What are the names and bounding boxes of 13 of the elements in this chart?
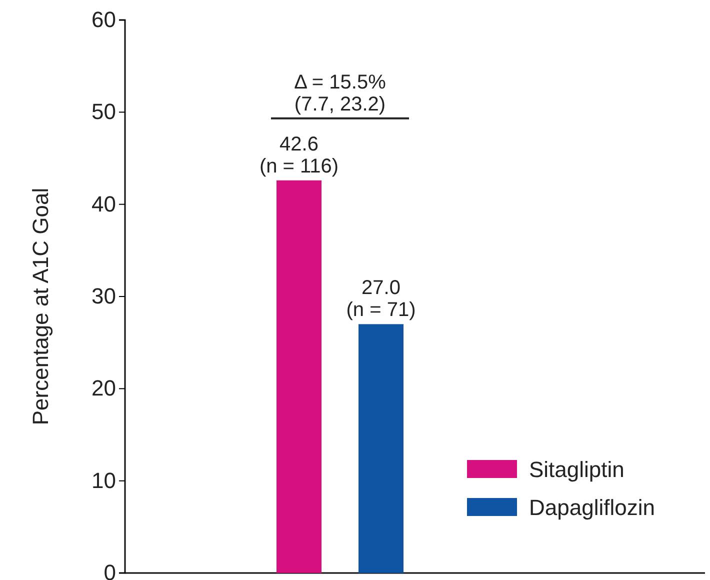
y-axis-title: Percentage at A1C Goal (28, 188, 53, 426)
y-tick-label: 0 (104, 560, 116, 580)
y-tick-label: 10 (92, 468, 116, 493)
y-tick-label: 30 (92, 284, 116, 309)
y-tick-label: 20 (92, 376, 116, 401)
annotation: Δ = 15.5% (7.7, 23.2) (294, 71, 386, 116)
y-tick-label: 40 (92, 191, 116, 216)
data-label: 42.6 (n = 116) (259, 133, 339, 178)
data-label: 27.0 (n = 71) (346, 277, 416, 322)
legend-label: Dapagliflozin (529, 495, 655, 520)
legend-label: Sitagliptin (529, 457, 624, 482)
y-tick-label: 60 (92, 7, 116, 32)
y-tick-label: 50 (92, 99, 116, 124)
